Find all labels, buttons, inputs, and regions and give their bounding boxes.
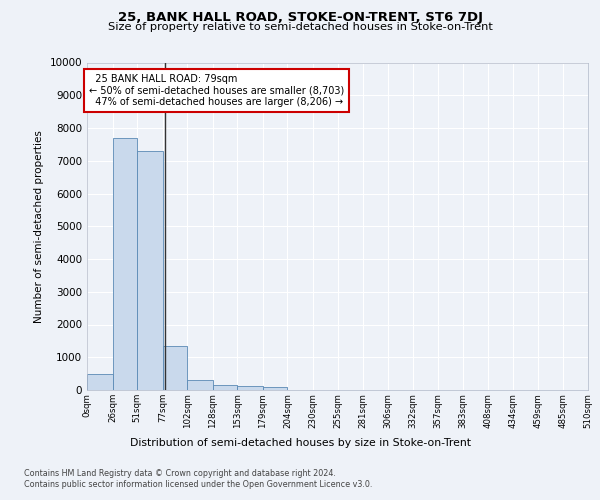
- Bar: [263, 387, 287, 390]
- Text: 25, BANK HALL ROAD, STOKE-ON-TRENT, ST6 7DJ: 25, BANK HALL ROAD, STOKE-ON-TRENT, ST6 …: [118, 11, 482, 24]
- Text: Contains public sector information licensed under the Open Government Licence v3: Contains public sector information licen…: [24, 480, 373, 489]
- Text: 25 BANK HALL ROAD: 79sqm
← 50% of semi-detached houses are smaller (8,703)
  47%: 25 BANK HALL ROAD: 79sqm ← 50% of semi-d…: [89, 74, 344, 107]
- Bar: [163, 346, 187, 390]
- Bar: [238, 386, 263, 390]
- Text: Size of property relative to semi-detached houses in Stoke-on-Trent: Size of property relative to semi-detach…: [107, 22, 493, 32]
- Text: Contains HM Land Registry data © Crown copyright and database right 2024.: Contains HM Land Registry data © Crown c…: [24, 469, 336, 478]
- Bar: [137, 151, 163, 390]
- Text: Distribution of semi-detached houses by size in Stoke-on-Trent: Distribution of semi-detached houses by …: [130, 438, 470, 448]
- Bar: [187, 380, 213, 390]
- Bar: [87, 374, 113, 390]
- Y-axis label: Number of semi-detached properties: Number of semi-detached properties: [34, 130, 44, 322]
- Bar: [213, 385, 238, 390]
- Bar: [113, 138, 137, 390]
